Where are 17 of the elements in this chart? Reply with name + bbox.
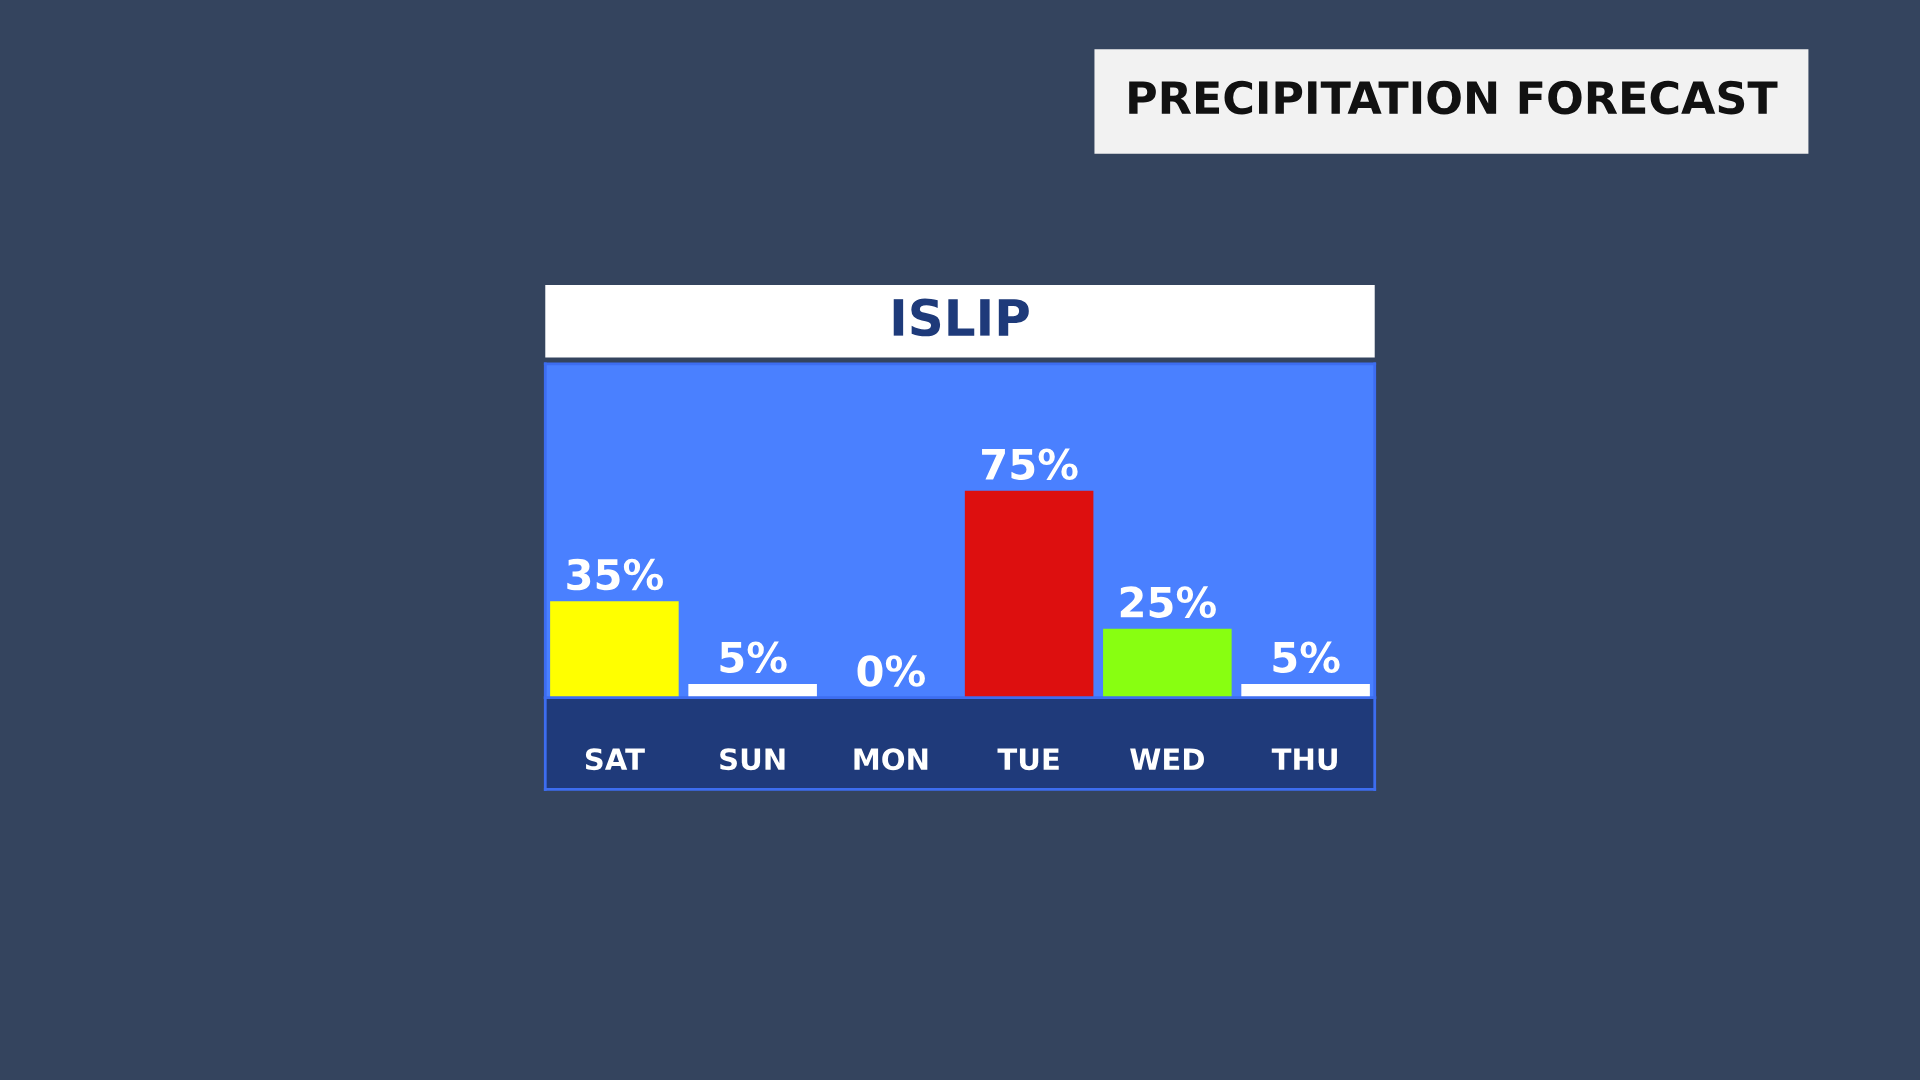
x-tick-label: MON [854, 748, 928, 771]
data-label: 0% [857, 655, 925, 687]
chart-title: PRECIPITATION FORECAST [1129, 80, 1778, 115]
bar [964, 490, 1094, 698]
data-label: 35% [567, 558, 663, 591]
bar [550, 601, 679, 698]
x-tick-label: SUN [720, 748, 785, 771]
x-tick-label: SAT [585, 748, 645, 771]
x-tick-label: TUE [997, 748, 1059, 771]
bar [1103, 628, 1232, 698]
data-label: 5% [720, 641, 787, 674]
data-label: 5% [1273, 641, 1340, 674]
x-tick-label: WED [1130, 748, 1204, 770]
data-label: 25% [1120, 586, 1216, 618]
x-tick-label: THU [1271, 748, 1337, 771]
chart-subtitle: ISLIP [893, 298, 1029, 337]
data-label: 75% [982, 448, 1078, 480]
